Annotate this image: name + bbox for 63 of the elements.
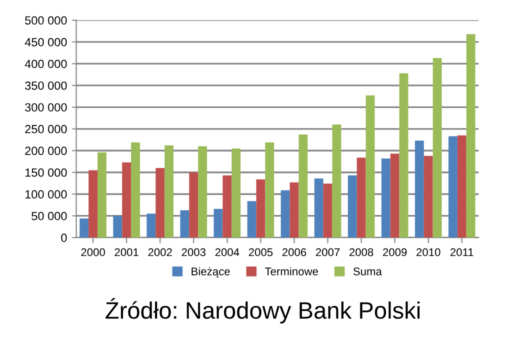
- bar: [466, 34, 476, 238]
- x-tick-label: 2003: [182, 248, 206, 256]
- bar: [156, 168, 165, 238]
- y-tick-label: 50 000: [32, 212, 67, 220]
- bar: [457, 135, 466, 238]
- y-tick-label: 250 000: [25, 124, 67, 134]
- bar: [290, 182, 299, 238]
- bar: [164, 145, 174, 238]
- bar: [80, 218, 89, 238]
- bar: [131, 142, 140, 238]
- bar: [381, 158, 390, 238]
- bar: [189, 172, 198, 238]
- y-tick-label: 100 000: [25, 190, 67, 199]
- bar: [432, 58, 442, 238]
- y-tick-label: 400 000: [24, 60, 67, 68]
- x-tick-label: 2008: [350, 248, 374, 256]
- y-tick-label: 500 000: [25, 16, 67, 25]
- legend-label: Terminowe: [265, 267, 318, 276]
- y-tick-label: 150 000: [25, 168, 67, 177]
- x-tick-label: 2000: [81, 248, 105, 256]
- bar: [356, 158, 366, 238]
- x-tick-label: 2005: [248, 248, 273, 256]
- y-tick-label: 450 000: [24, 38, 67, 46]
- x-tick-label: 2009: [383, 248, 407, 256]
- x-tick-label: 2001: [114, 248, 138, 256]
- y-tick-label: 300 000: [25, 103, 67, 112]
- y-tick-label: 200 000: [25, 146, 67, 156]
- bar: [146, 214, 156, 238]
- bar: [366, 95, 375, 238]
- bar: [88, 170, 98, 238]
- x-tick-label: 2006: [282, 248, 306, 256]
- bar: [399, 73, 408, 238]
- bar: [280, 190, 290, 238]
- bar: [222, 175, 232, 238]
- bar: [348, 175, 357, 238]
- bar: [180, 210, 190, 238]
- bar: [265, 142, 274, 238]
- bar: [232, 148, 241, 238]
- y-tick-label: 350 000: [25, 81, 67, 90]
- y-tick-label: 0: [61, 234, 67, 242]
- bar: [323, 184, 332, 238]
- bar: [214, 208, 223, 238]
- x-tick-label: 2011: [450, 248, 474, 256]
- x-tick-label: 2007: [316, 248, 340, 256]
- bar: [256, 179, 266, 238]
- bar: [198, 146, 208, 238]
- bar: [113, 216, 122, 238]
- bar: [424, 156, 433, 238]
- x-tick-label: 2010: [416, 248, 440, 256]
- x-tick-label: 2004: [215, 248, 240, 256]
- bar: [448, 136, 458, 238]
- text: Źródło: Narodowy Bank Polski: [106, 298, 420, 324]
- bar: [390, 154, 400, 238]
- bar: [314, 178, 324, 238]
- bar: [298, 134, 308, 238]
- legend-label: Bieżące: [192, 267, 230, 278]
- x-tick-label: 2002: [148, 248, 172, 256]
- bar: [414, 140, 424, 238]
- bar: [247, 201, 256, 238]
- legend-label: Suma: [353, 268, 382, 276]
- bar: [332, 124, 342, 238]
- bar: [98, 152, 106, 238]
- bar: [122, 162, 132, 238]
